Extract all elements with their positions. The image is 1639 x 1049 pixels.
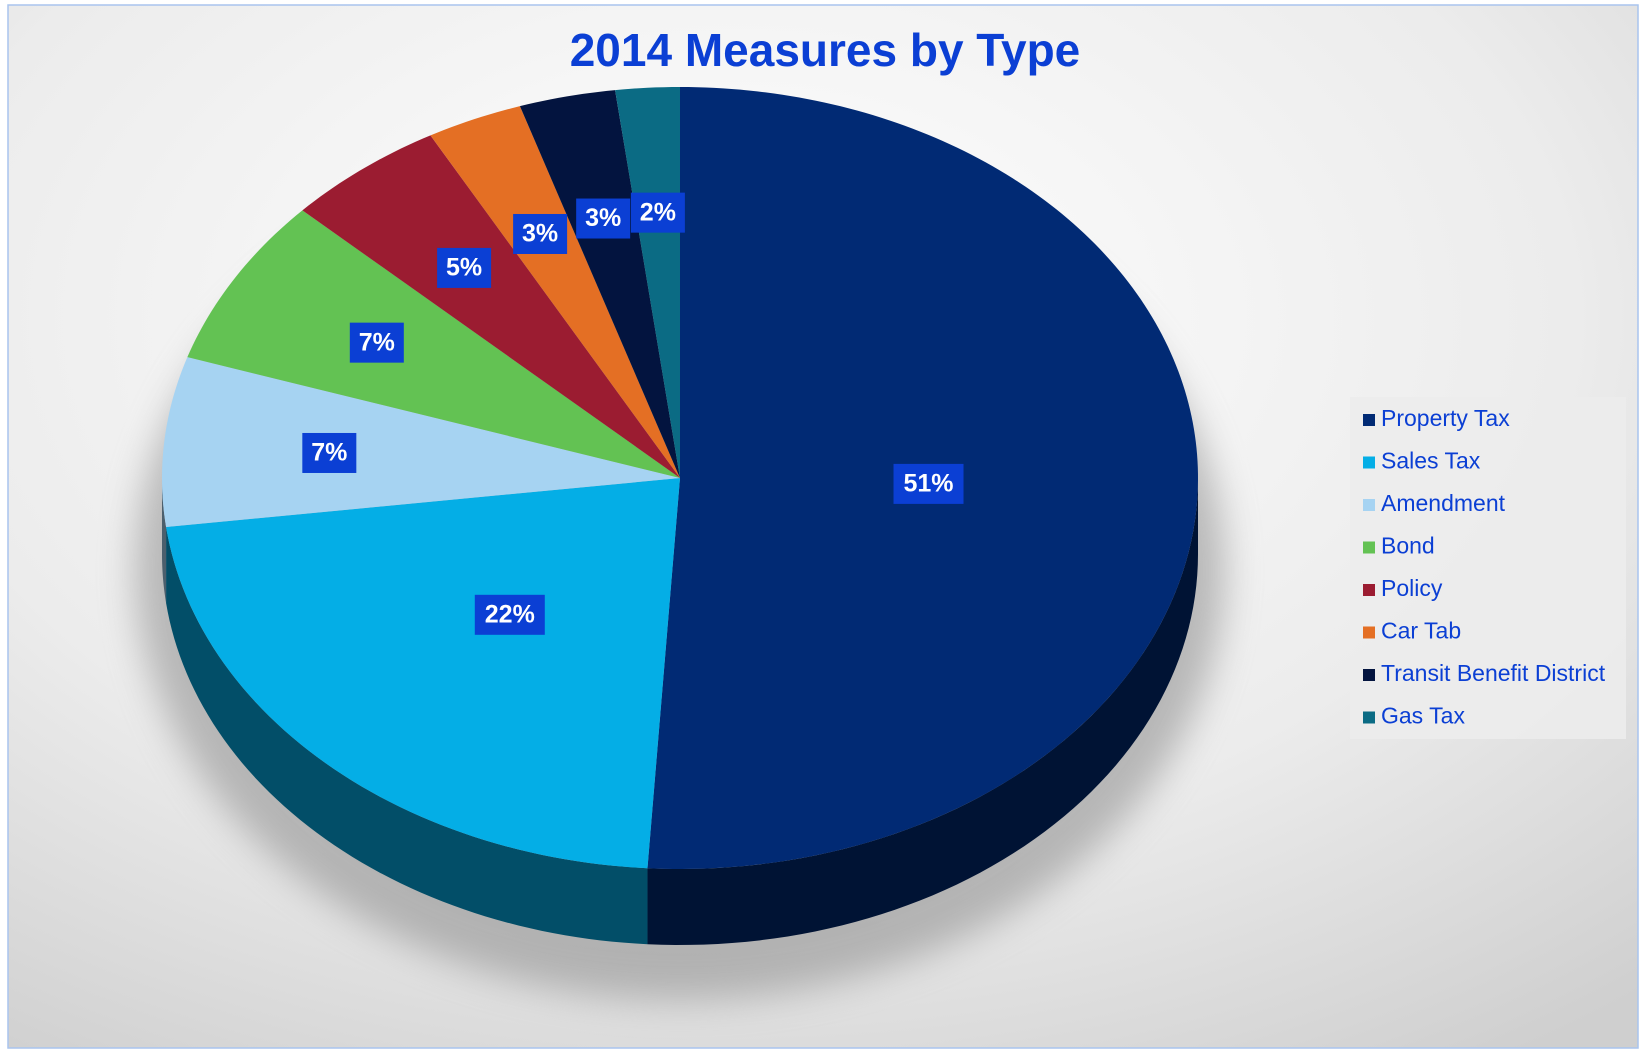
chart-title: 2014 Measures by Type bbox=[570, 24, 1081, 76]
pie-slice bbox=[302, 135, 680, 479]
legend-label: Policy bbox=[1381, 575, 1443, 601]
legend-box bbox=[1350, 397, 1626, 739]
legend-label: Transit Benefit District bbox=[1381, 660, 1606, 686]
data-label-box bbox=[474, 594, 545, 635]
data-label: 51% bbox=[903, 470, 953, 498]
legend-swatch bbox=[1363, 499, 1375, 511]
pie-slice bbox=[166, 478, 680, 869]
legend-label: Gas Tax bbox=[1381, 703, 1465, 729]
data-label: 3% bbox=[522, 220, 558, 248]
data-label-box bbox=[302, 432, 357, 473]
legend-label: Bond bbox=[1381, 533, 1435, 559]
data-label: 3% bbox=[585, 204, 621, 232]
pie-slice bbox=[615, 87, 680, 478]
legend-swatch bbox=[1363, 626, 1375, 639]
legend-label: Property Tax bbox=[1381, 405, 1510, 431]
pie-side bbox=[166, 527, 648, 945]
legend-swatch bbox=[1363, 584, 1375, 596]
data-label-box bbox=[630, 192, 685, 233]
pie-slice bbox=[162, 357, 680, 528]
data-label-box bbox=[349, 322, 404, 363]
data-label: 2% bbox=[640, 198, 676, 226]
pie-side bbox=[162, 478, 167, 604]
data-label-box bbox=[513, 213, 568, 254]
pie-slice bbox=[519, 90, 680, 478]
legend-swatch bbox=[1363, 541, 1375, 554]
legend-label: Car Tab bbox=[1381, 618, 1461, 644]
legend-label: Sales Tax bbox=[1381, 448, 1481, 474]
pie-slice bbox=[187, 210, 680, 478]
legend-swatch bbox=[1363, 669, 1375, 681]
pie-slice bbox=[430, 106, 680, 478]
data-label-box bbox=[893, 463, 964, 504]
legend-swatch bbox=[1363, 456, 1375, 469]
pie-side bbox=[647, 478, 1198, 945]
legend-label: Amendment bbox=[1381, 490, 1506, 516]
legend-swatch bbox=[1363, 711, 1375, 724]
data-label: 7% bbox=[359, 328, 395, 356]
data-label: 5% bbox=[446, 254, 482, 282]
data-label: 22% bbox=[485, 600, 535, 628]
data-label-box bbox=[437, 247, 492, 288]
data-label-box bbox=[576, 198, 631, 239]
legend-swatch bbox=[1363, 414, 1375, 426]
data-label: 7% bbox=[311, 439, 347, 467]
